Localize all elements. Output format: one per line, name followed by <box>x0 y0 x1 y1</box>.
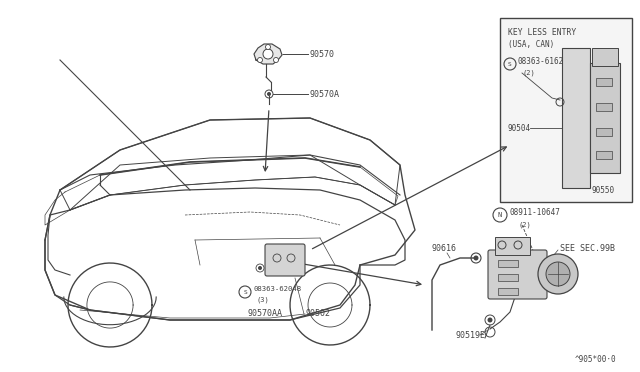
Circle shape <box>546 262 570 286</box>
Text: 08363-6162G: 08363-6162G <box>518 57 569 65</box>
Circle shape <box>263 49 273 59</box>
Text: (2): (2) <box>518 222 531 228</box>
Bar <box>562 48 590 188</box>
Text: 90504: 90504 <box>508 124 531 132</box>
Bar <box>498 260 518 267</box>
Text: S: S <box>243 289 247 295</box>
Text: 90570: 90570 <box>309 49 334 58</box>
Text: 90502: 90502 <box>305 310 330 318</box>
Bar <box>495 237 530 255</box>
Bar <box>596 103 612 111</box>
Text: 90616: 90616 <box>432 244 457 253</box>
Bar <box>596 78 612 86</box>
FancyBboxPatch shape <box>265 244 305 276</box>
Text: (2): (2) <box>522 70 535 76</box>
Text: 90570A: 90570A <box>309 90 339 99</box>
Text: 08911-10647: 08911-10647 <box>510 208 561 217</box>
Circle shape <box>488 317 493 323</box>
Bar <box>498 274 518 281</box>
FancyBboxPatch shape <box>488 250 547 299</box>
Text: N: N <box>498 212 502 218</box>
Text: KEY LESS ENTRY: KEY LESS ENTRY <box>508 28 576 36</box>
Circle shape <box>273 58 278 62</box>
Bar <box>590 63 620 173</box>
Circle shape <box>257 58 262 62</box>
Text: (3): (3) <box>257 297 269 303</box>
Bar <box>596 128 612 136</box>
Circle shape <box>266 45 271 49</box>
Text: ^905*00·0: ^905*00·0 <box>575 356 616 365</box>
Bar <box>596 151 612 159</box>
Text: 90550: 90550 <box>592 186 615 195</box>
Text: (USA, CAN): (USA, CAN) <box>508 39 554 48</box>
Circle shape <box>258 266 262 270</box>
Circle shape <box>538 254 578 294</box>
Bar <box>592 48 618 66</box>
Text: 90519E: 90519E <box>455 330 485 340</box>
Text: SEE SEC.99B: SEE SEC.99B <box>560 244 615 253</box>
Polygon shape <box>254 44 282 64</box>
Text: 90570AA: 90570AA <box>248 310 283 318</box>
Circle shape <box>474 256 479 260</box>
Bar <box>498 288 518 295</box>
Bar <box>500 18 632 202</box>
Text: S: S <box>508 61 512 67</box>
Text: 08363-62048: 08363-62048 <box>253 286 301 292</box>
Circle shape <box>267 92 271 96</box>
